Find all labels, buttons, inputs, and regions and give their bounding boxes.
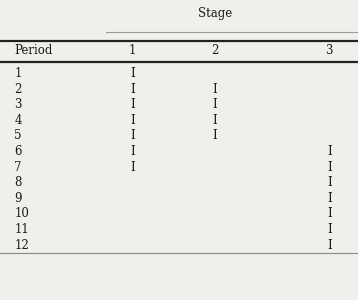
Text: I: I xyxy=(130,67,135,80)
Text: 11: 11 xyxy=(14,223,29,236)
Text: I: I xyxy=(130,160,135,174)
Text: I: I xyxy=(327,176,332,189)
Text: Stage: Stage xyxy=(198,7,232,20)
Text: 5: 5 xyxy=(14,129,22,142)
Text: 12: 12 xyxy=(14,238,29,252)
Text: I: I xyxy=(327,207,332,220)
Text: 9: 9 xyxy=(14,192,22,205)
Text: 2: 2 xyxy=(14,82,22,96)
Text: 4: 4 xyxy=(14,114,22,127)
Text: I: I xyxy=(327,192,332,205)
Text: I: I xyxy=(327,223,332,236)
Text: 3: 3 xyxy=(14,98,22,111)
Text: 6: 6 xyxy=(14,145,22,158)
Text: I: I xyxy=(327,145,332,158)
Text: 1: 1 xyxy=(129,44,136,58)
Text: 3: 3 xyxy=(326,44,333,58)
Text: I: I xyxy=(130,82,135,96)
Text: I: I xyxy=(130,145,135,158)
Text: Period: Period xyxy=(14,44,53,58)
Text: I: I xyxy=(327,160,332,174)
Text: I: I xyxy=(212,98,217,111)
Text: I: I xyxy=(130,114,135,127)
Text: I: I xyxy=(212,82,217,96)
Text: I: I xyxy=(130,129,135,142)
Text: 10: 10 xyxy=(14,207,29,220)
Text: I: I xyxy=(212,129,217,142)
Text: I: I xyxy=(130,98,135,111)
Text: I: I xyxy=(212,114,217,127)
Text: 8: 8 xyxy=(14,176,22,189)
Text: 2: 2 xyxy=(211,44,218,58)
Text: 7: 7 xyxy=(14,160,22,174)
Text: 1: 1 xyxy=(14,67,22,80)
Text: I: I xyxy=(327,238,332,252)
